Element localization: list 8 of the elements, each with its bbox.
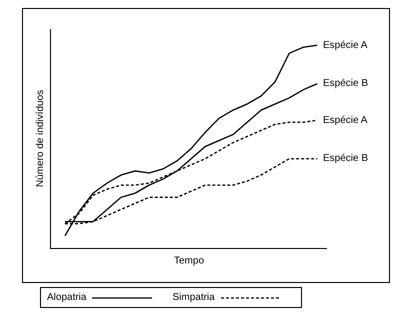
- y-axis-title: Número de indivíduos: [35, 90, 46, 188]
- series-label: Espécie B: [323, 78, 368, 89]
- series-label: Espécie B: [323, 153, 368, 164]
- text: Alopatria: [47, 292, 86, 303]
- series-label: Espécie A: [323, 115, 368, 126]
- series-label: Espécie A: [323, 40, 368, 51]
- text: Simpatria: [172, 292, 215, 303]
- x-axis-title: Tempo: [174, 256, 204, 266]
